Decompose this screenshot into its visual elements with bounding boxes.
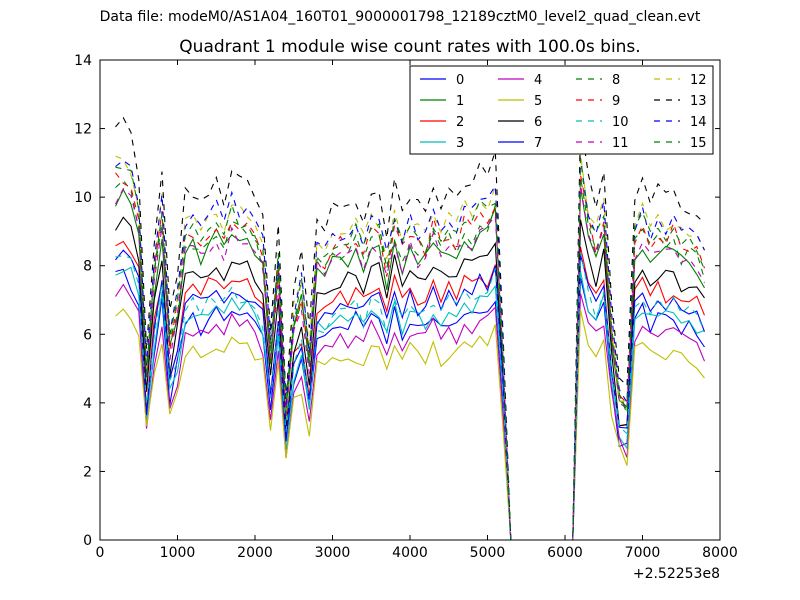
series-line-9 (115, 172, 706, 541)
series-line-11 (115, 184, 705, 541)
series-line-10 (115, 252, 706, 541)
x-tick-label: 0 (96, 545, 105, 561)
x-tick-label: 2000 (237, 545, 273, 561)
x-tick-label: 3000 (315, 545, 351, 561)
legend-label-1: 1 (456, 94, 464, 109)
figure-suptitle: Data file: modeM0/AS1A04_160T01_90000017… (99, 9, 701, 25)
series-line-4 (115, 283, 706, 541)
series-layer (115, 116, 706, 541)
y-tick-label: 12 (74, 122, 92, 138)
x-tick-label: 1000 (160, 545, 196, 561)
x-tick-label: 5000 (470, 545, 506, 561)
y-tick-label: 4 (83, 396, 92, 412)
legend-label-11: 11 (612, 136, 629, 151)
legend-label-15: 15 (690, 136, 707, 151)
legend-label-3: 3 (456, 136, 464, 151)
chart-title: Quadrant 1 module wise count rates with … (179, 37, 641, 57)
y-tick-label: 14 (74, 53, 92, 69)
series-line-13 (115, 116, 705, 541)
series-line-15 (115, 158, 706, 541)
axes-layer: 0 1000 2000 3000 4000 5000 6000 7000 80000246810… (74, 53, 738, 561)
x-axis-offset-label: +2.52253e8 (633, 566, 720, 582)
legend-label-12: 12 (690, 73, 707, 88)
legend-label-6: 6 (534, 115, 542, 130)
legend-label-5: 5 (534, 94, 542, 109)
y-tick-label: 0 (83, 533, 92, 549)
legend-label-4: 4 (534, 73, 542, 88)
legend-label-7: 7 (534, 136, 542, 151)
legend-box (409, 65, 714, 155)
series-line-0 (115, 268, 705, 541)
legend-label-2: 2 (456, 115, 464, 130)
legend-label-8: 8 (612, 73, 620, 88)
legend-label-13: 13 (690, 94, 707, 109)
x-tick-label: 4000 (392, 545, 428, 561)
y-tick-label: 2 (83, 464, 92, 480)
legend-label-9: 9 (612, 94, 620, 109)
legend-label-14: 14 (690, 115, 707, 130)
x-tick-label: 8000 (702, 545, 738, 561)
series-line-3 (115, 266, 705, 541)
series-line-5 (115, 308, 705, 541)
legend-label-10: 10 (612, 115, 629, 130)
series-line-8 (115, 177, 706, 541)
series-line-12 (115, 153, 705, 541)
y-tick-label: 10 (74, 190, 92, 206)
legend-label-0: 0 (456, 73, 464, 88)
series-line-14 (115, 157, 705, 541)
y-tick-label: 8 (83, 259, 92, 275)
y-tick-label: 6 (83, 327, 92, 343)
series-line-6 (115, 216, 705, 541)
x-tick-label: 6000 (547, 545, 583, 561)
x-tick-label: 7000 (625, 545, 661, 561)
